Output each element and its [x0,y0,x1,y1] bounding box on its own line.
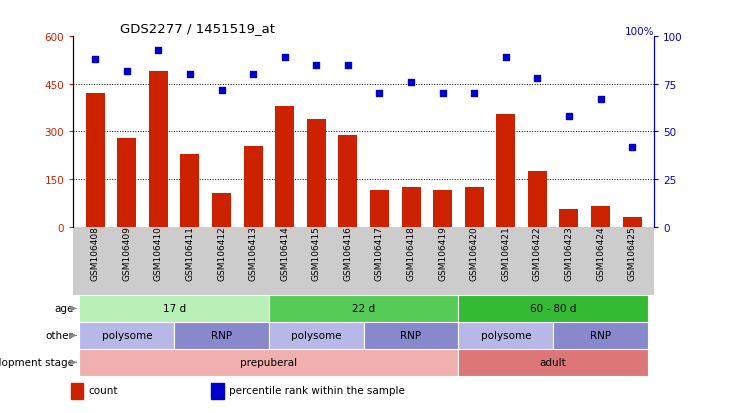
Text: age: age [54,304,74,314]
Point [374,91,385,97]
Bar [401,188,420,227]
Bar [71,383,83,399]
Point [595,97,607,103]
Text: GDS2277 / 1451519_at: GDS2277 / 1451519_at [120,21,275,35]
Bar [80,322,174,349]
Bar [269,322,364,349]
Text: 60 - 80 d: 60 - 80 d [530,304,576,314]
Text: other: other [46,330,74,341]
Point [437,91,449,97]
Text: percentile rank within the sample: percentile rank within the sample [229,385,404,395]
Bar [559,210,578,227]
Point [563,114,575,120]
Point [184,72,196,78]
Text: 22 d: 22 d [352,304,375,314]
Bar [86,94,105,227]
Bar [338,135,357,227]
Bar [212,194,231,227]
Point [500,55,512,62]
Point [279,55,290,62]
Text: RNP: RNP [590,330,611,341]
Bar [276,107,294,227]
Bar [458,322,553,349]
Text: count: count [88,385,118,395]
Point [342,62,354,69]
Bar [117,138,136,227]
Text: adult: adult [539,357,567,368]
Point [89,57,101,63]
Bar [370,191,389,227]
Bar [528,172,547,227]
Text: polysome: polysome [291,330,341,341]
Text: polysome: polysome [480,330,531,341]
Bar [465,188,484,227]
Bar [496,115,515,227]
Point [405,79,417,86]
Bar [243,147,262,227]
Bar [269,295,458,322]
Bar [433,191,452,227]
Text: development stage: development stage [0,357,74,368]
Bar [80,295,269,322]
Point [153,47,164,54]
Text: prepuberal: prepuberal [240,357,298,368]
Point [247,72,259,78]
Bar [307,119,326,227]
Text: 100%: 100% [625,27,654,37]
Text: RNP: RNP [401,330,422,341]
Text: 17 d: 17 d [162,304,186,314]
Point [531,76,543,82]
Text: RNP: RNP [211,330,232,341]
Bar [458,349,648,376]
Point [626,144,638,151]
Bar [553,322,648,349]
Bar [80,349,458,376]
Bar [149,72,168,227]
Bar [181,154,200,227]
Point [121,68,132,75]
Point [216,87,227,94]
Bar [211,383,224,399]
Text: polysome: polysome [102,330,152,341]
Bar [364,322,458,349]
Bar [591,206,610,227]
Bar [458,295,648,322]
Point [311,62,322,69]
Bar [174,322,269,349]
Bar [623,218,642,227]
Point [469,91,480,97]
